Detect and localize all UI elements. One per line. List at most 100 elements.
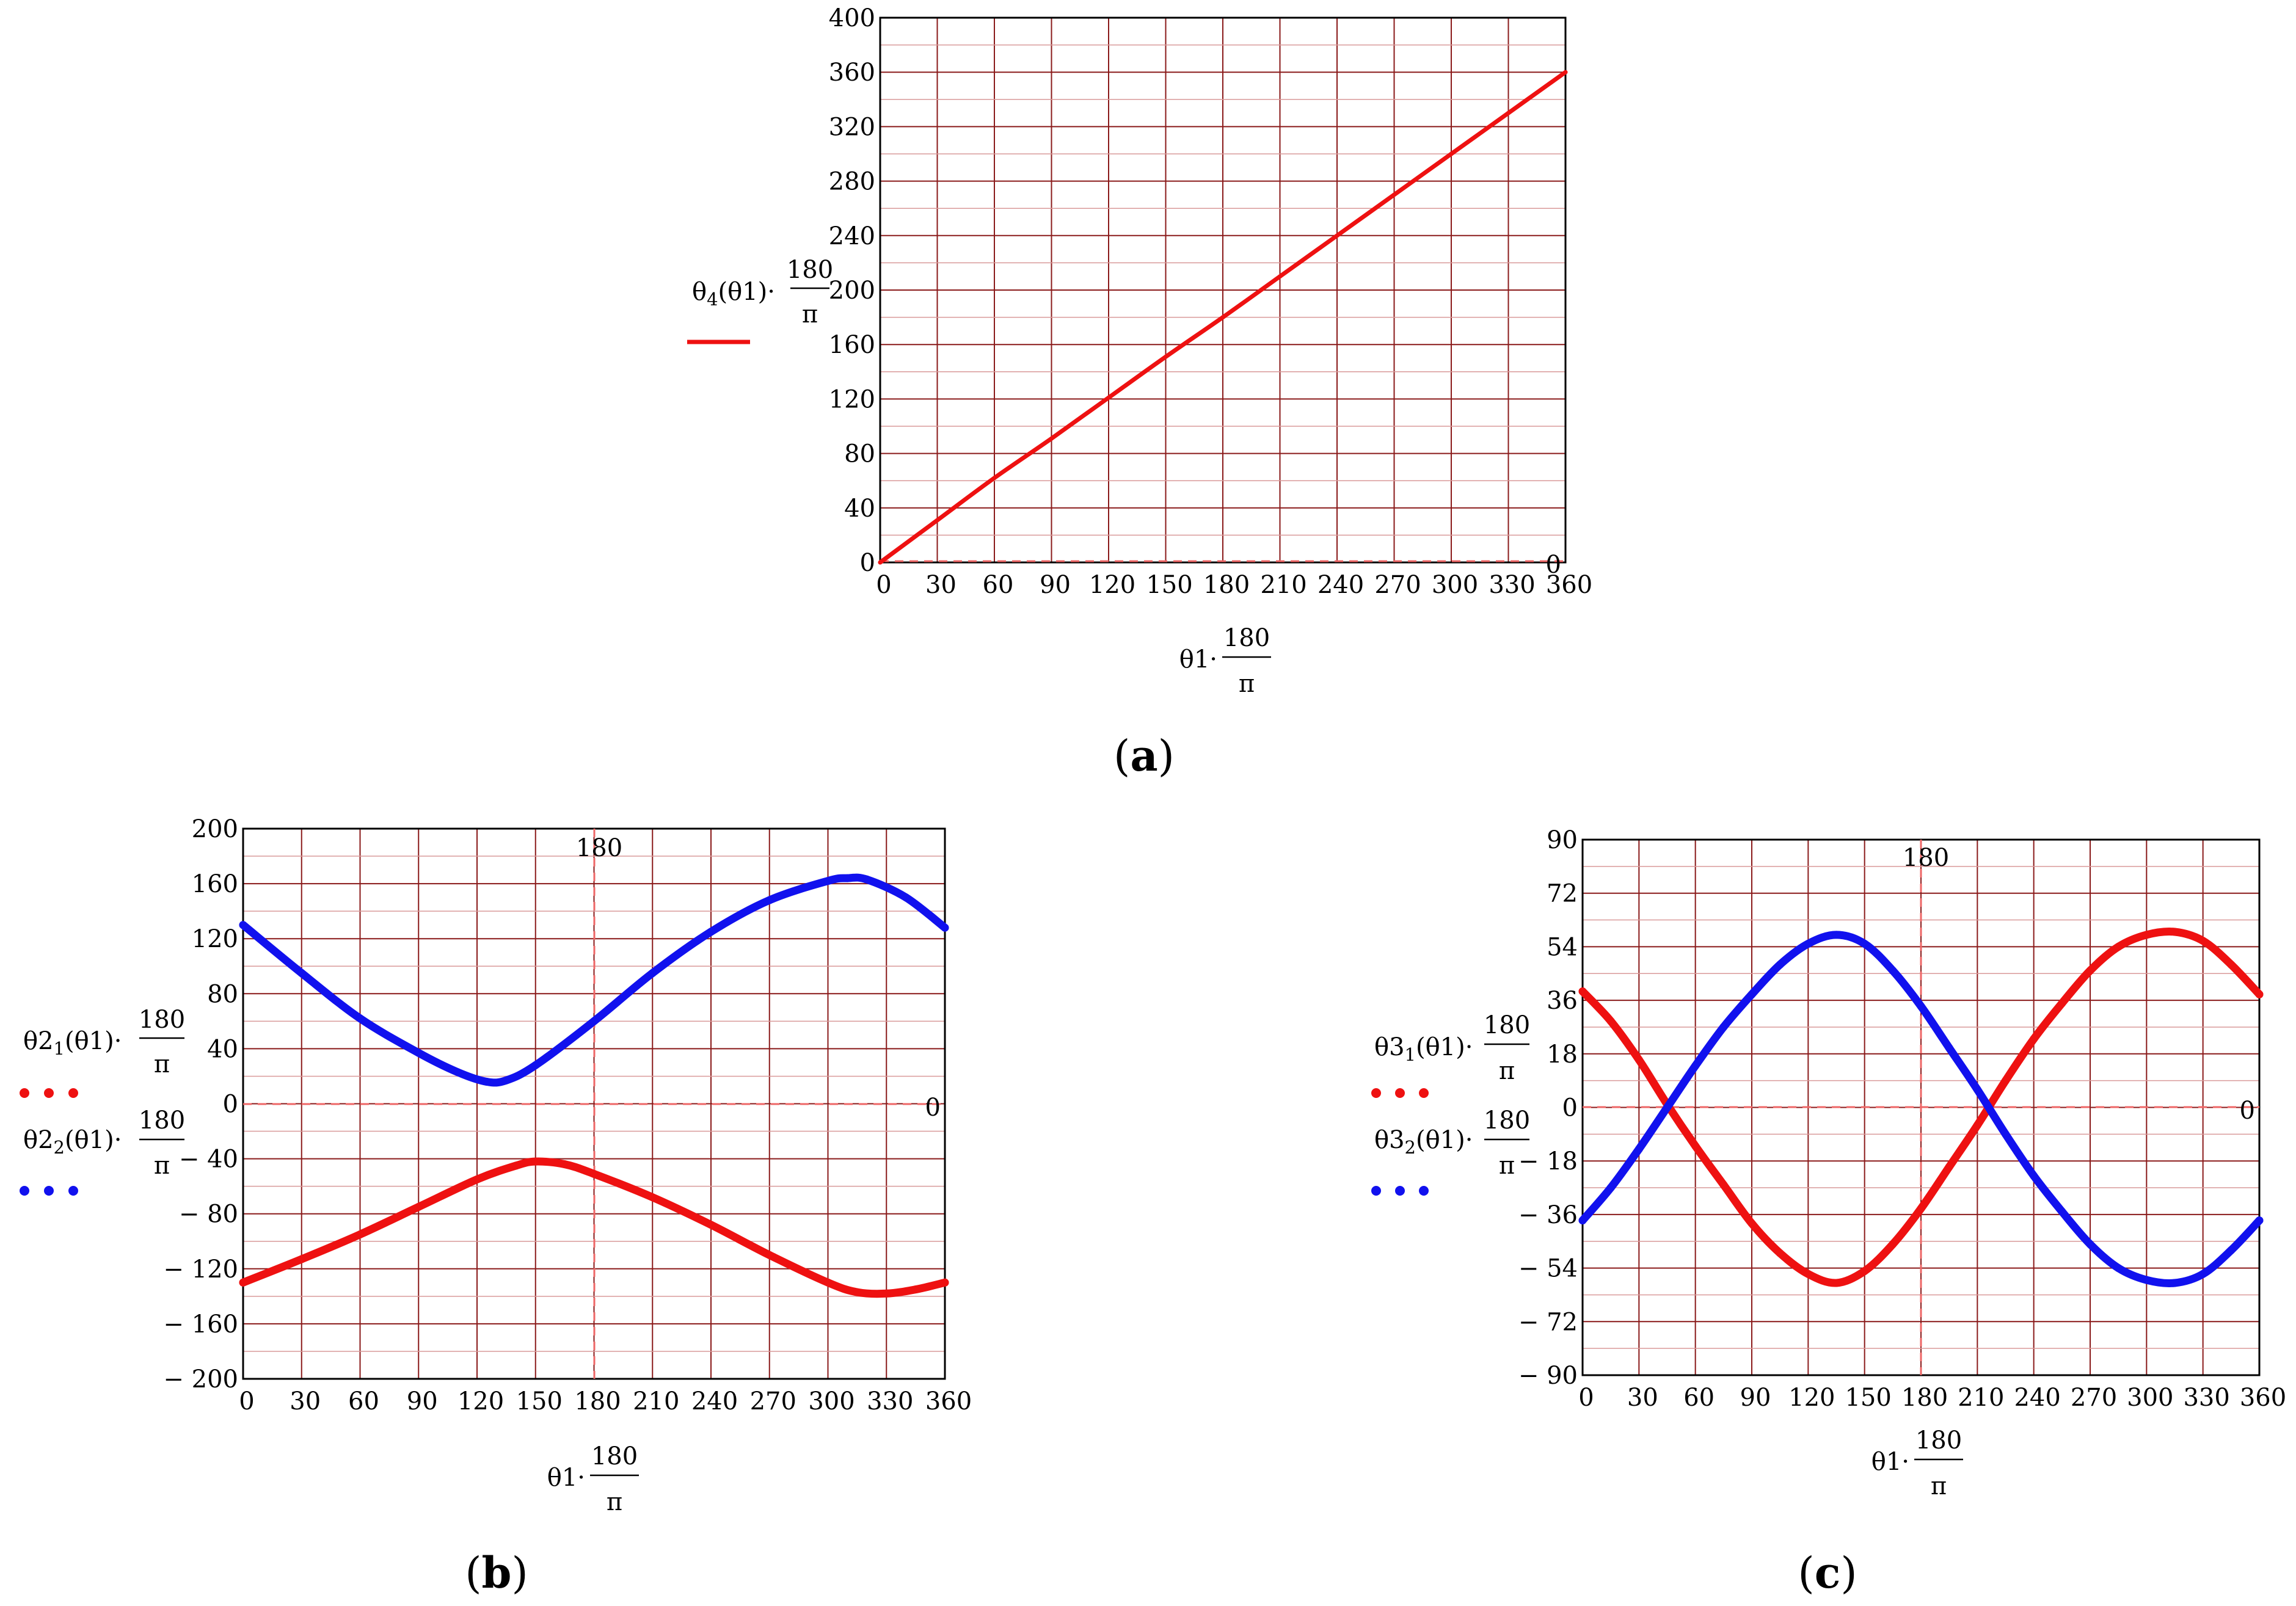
chart-c-series-1-point <box>2058 999 2066 1008</box>
chart-c-series-1-point <box>2227 961 2236 969</box>
chart-b-y-tick-label: 200 <box>192 815 238 843</box>
chart-b-series-2-point <box>453 1068 462 1077</box>
chart-a-y-tick-label: 80 <box>844 440 875 468</box>
chart-a-y-tick-label: 360 <box>829 59 875 87</box>
chart-b-x-tick-label: 300 <box>808 1387 855 1415</box>
chart-b-series-1-point <box>561 1160 569 1169</box>
chart-a-series-1-point <box>935 518 939 523</box>
chart-c-y-tick-label: 90 <box>1547 826 1578 854</box>
chart-a-series-1-point <box>1164 354 1168 359</box>
chart-a-series-1-point <box>1506 111 1511 115</box>
chart-a-x-tick-label: 360 <box>1546 571 1592 599</box>
chart-c-series-2-point <box>2199 1270 2207 1278</box>
chart-a-x-label-num: 180 <box>1223 624 1270 652</box>
chart-a-zero-marker-label: 0 <box>1546 551 1561 579</box>
chart-c-series-2-point <box>2030 1172 2038 1180</box>
chart-b-x-tick-label: 180 <box>574 1387 621 1415</box>
chart-c-y-tick-label: − 90 <box>1518 1362 1578 1390</box>
chart-c-series-1-point <box>2199 937 2207 945</box>
chart-a-x-tick-label: 240 <box>1317 571 1364 599</box>
chart-b-series-2-point <box>902 893 910 902</box>
chart-b-x-tick-label: 30 <box>290 1387 321 1415</box>
chart-b-legend-swatch-2 <box>20 1186 78 1196</box>
chart-c-y-tick-label: 72 <box>1547 880 1578 908</box>
chart-b-x-tick-label: 0 <box>239 1387 254 1415</box>
chart-b-zero-marker-label: 0 <box>925 1094 941 1122</box>
chart-c-series-2-point <box>1917 1002 1925 1011</box>
chart-b-series-1-point <box>941 1278 949 1287</box>
chart-c-series-2-point <box>1860 940 1869 948</box>
chart-b-y-tick-label: 160 <box>192 870 238 898</box>
chart-b-series-2-point <box>297 969 306 977</box>
chart-a-x-tick-label: 300 <box>1432 571 1478 599</box>
chart-b-x-label-den: π <box>607 1488 622 1516</box>
chart-c-series-1-point <box>1719 1180 1728 1189</box>
chart-c-series-1-point <box>2030 1034 2038 1043</box>
chart-a-legend-den-1: π <box>802 300 818 329</box>
chart-c-series-2-point <box>2086 1240 2094 1249</box>
chart-c-x-tick-label: 90 <box>1740 1384 1771 1412</box>
chart-c-series-1-point <box>1804 1270 1812 1278</box>
chart-b-y-tick-label: − 40 <box>179 1146 238 1174</box>
chart-c-x-tick-label: 30 <box>1627 1384 1658 1412</box>
chart-b-series-2-point <box>239 921 247 929</box>
chart-a-x-tick-label: 30 <box>925 571 957 599</box>
chart-c: − 90 − 72 − 54 − 36 − 18 0 18 36 54 72 90 0 30 60 90 1… <box>1371 826 2286 1598</box>
chart-b-series-2-point <box>648 969 657 977</box>
chart-b-series-2-point <box>824 877 832 885</box>
chart-b-legend-num-1: 180 <box>139 1006 185 1034</box>
chart-c-y-tick-label: − 72 <box>1518 1308 1578 1336</box>
chart-b-x-tick-label: 90 <box>407 1387 438 1415</box>
chart-c-y-tick-label: − 18 <box>1518 1147 1578 1175</box>
chart-a-y-tick-label: 200 <box>829 277 875 305</box>
chart-b-series-2-point <box>531 1061 540 1069</box>
chart-a-series-1-point <box>1049 436 1054 441</box>
chart-c-series-1-point <box>1889 1240 1897 1249</box>
chart-c-x-tick-label: 330 <box>2183 1384 2229 1412</box>
chart-b-series-2-point <box>707 928 715 936</box>
chart-a-y-tick-label: 400 <box>829 4 875 32</box>
chart-c-series-2-point <box>1606 1183 1615 1192</box>
chart-b-y-tick-label: 80 <box>207 980 238 1008</box>
chart-a-series-1-point <box>1335 233 1339 238</box>
chart-b-y-tick-label: 40 <box>207 1035 238 1063</box>
chart-a-x-tick-label: 150 <box>1146 571 1192 599</box>
chart-b-series-2-point <box>590 1017 598 1025</box>
chart-a-legend-num-1: 180 <box>787 256 833 284</box>
chart-a-x-ticks: 0 30 60 90 120 150 180 210 240 270 300 330 360 <box>876 571 1592 599</box>
chart-b-series-1-point <box>824 1278 832 1287</box>
chart-a: 0 40 80 120 160 200 240 280 320 360 400 0 30 60 90 120… <box>687 4 1592 781</box>
chart-b-series-2-point <box>483 1078 491 1086</box>
chart-a-y-tick-label: 320 <box>829 113 875 141</box>
chart-c-x-tick-label: 180 <box>1901 1384 1948 1412</box>
chart-c-legend-den-2: π <box>1499 1152 1515 1180</box>
chart-a-y-tick-label: 0 <box>860 549 875 577</box>
chart-c-series-1-point <box>1973 1121 1981 1130</box>
chart-b-legend-den-1: π <box>154 1050 170 1078</box>
chart-c-series-2-point <box>2058 1207 2066 1216</box>
chart-b-y-tick-label: 0 <box>223 1091 238 1119</box>
chart-c-series-2-point <box>1748 990 1756 998</box>
chart-b-x-tick-label: 120 <box>457 1387 504 1415</box>
chart-b-y-tick-label: − 160 <box>163 1310 238 1339</box>
chart-b-series-1-point <box>707 1221 715 1229</box>
chart-c-x-tick-label: 270 <box>2071 1384 2117 1412</box>
chart-b-x-tick-label: 330 <box>867 1387 913 1415</box>
chart-c-caption: (c) <box>1798 1547 1857 1598</box>
chart-a-x-tick-label: 330 <box>1489 571 1535 599</box>
chart-a-series-1-point <box>1563 70 1568 74</box>
chart-c-y-tick-label: 0 <box>1562 1094 1578 1122</box>
chart-a-series-1-point <box>1278 274 1282 279</box>
chart-c-x-label-den: π <box>1931 1472 1947 1500</box>
chart-c-legend-num-1: 180 <box>1484 1011 1530 1039</box>
chart-c-series-2-point <box>1945 1044 1953 1052</box>
chart-c-x-tick-label: 150 <box>1845 1384 1891 1412</box>
chart-b-legend: θ21(θ1)· 180 π θ22(θ1)· 180 π <box>20 1006 185 1196</box>
chart-b-series-1-point <box>473 1175 481 1183</box>
chart-a-series-1-point <box>1449 151 1454 156</box>
chart-a-x-tick-label: 90 <box>1040 571 1071 599</box>
chart-c-series-1-point <box>1635 1056 1643 1064</box>
chart-b-y-tick-label: − 200 <box>163 1365 238 1393</box>
chart-b-legend-label-2: θ22(θ1)· <box>23 1126 122 1158</box>
